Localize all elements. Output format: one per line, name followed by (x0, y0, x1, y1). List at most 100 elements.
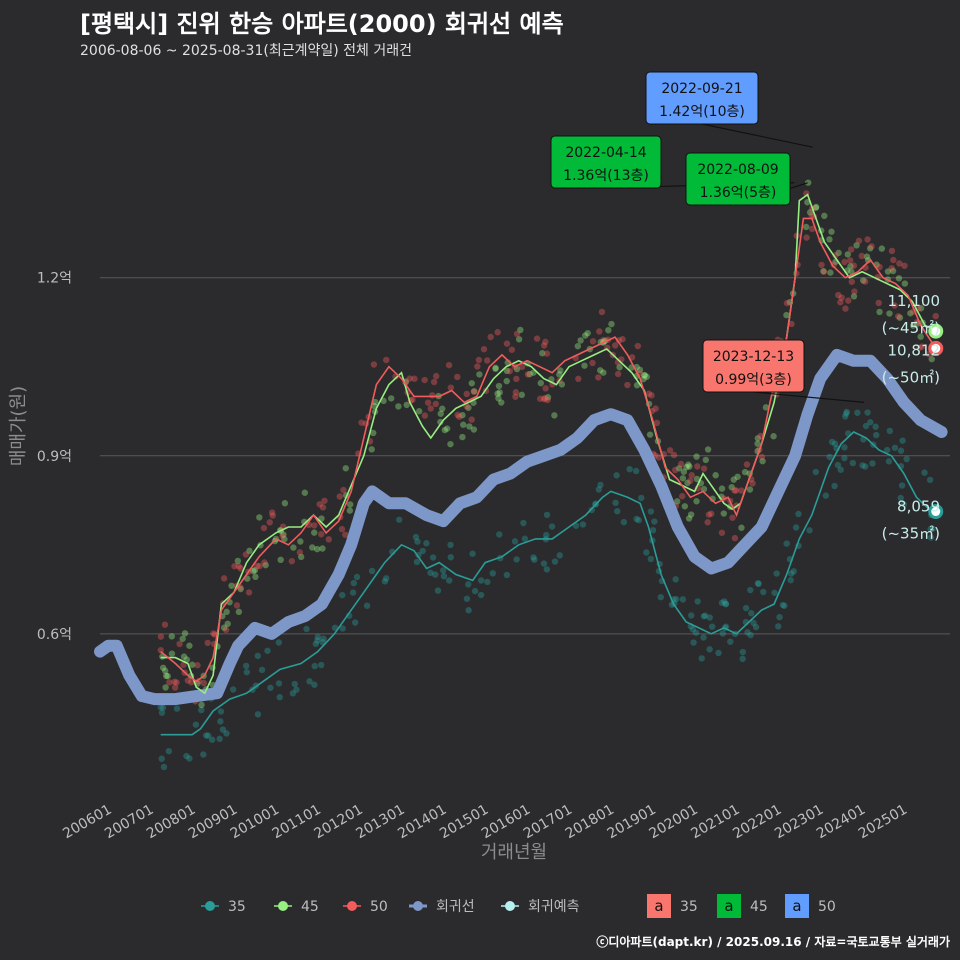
callout-date: 2022-09-21 (661, 81, 742, 97)
scatter-point-45 (415, 408, 423, 415)
scatter-point-45 (584, 329, 591, 337)
scatter-point-45 (183, 656, 191, 663)
scatter-point-45 (859, 277, 867, 284)
scatter-point-50 (336, 493, 343, 500)
scatter-point-35 (700, 613, 707, 620)
scatter-point-50 (171, 678, 178, 686)
scatter-point-35 (320, 635, 327, 642)
scatter-point-35 (264, 647, 271, 654)
scatter-point-50 (200, 679, 207, 687)
scatter-point-45 (297, 538, 304, 545)
scatter-point-50 (729, 514, 736, 521)
scatter-point-45 (518, 391, 525, 399)
scatter-point-35 (192, 721, 200, 728)
scatter-point-45 (712, 472, 719, 479)
scatter-point-50 (845, 297, 852, 304)
scatter-point-35 (679, 596, 687, 603)
scatter-point-45 (641, 372, 648, 379)
scatter-point-50 (512, 393, 519, 400)
scatter-point-35 (883, 446, 891, 454)
legend-box-glyph: a (654, 897, 663, 915)
scatter-point-35 (254, 711, 262, 718)
scatter-point-45 (863, 253, 871, 260)
scatter-point-35 (748, 610, 755, 617)
scatter-point-50 (429, 392, 436, 399)
scatter-point-35 (787, 576, 794, 584)
scatter-point-45 (616, 364, 623, 371)
scatter-point-45 (759, 457, 766, 465)
scatter-point-45 (437, 418, 444, 426)
callout-price: 1.36억(13층) (563, 168, 649, 184)
scatter-point-45 (835, 249, 842, 257)
end-label-unit: (~45㎡) (882, 319, 940, 337)
end-marker-45 (928, 323, 944, 339)
scatter-point-45 (181, 630, 189, 637)
scatter-point-35 (719, 630, 726, 637)
scatter-point-35 (363, 602, 371, 609)
legend-box-45 (717, 894, 741, 918)
scatter-point-45 (643, 373, 651, 380)
scatter-point-45 (179, 635, 186, 642)
legend-box-50 (785, 894, 809, 918)
scatter-point-45 (459, 411, 466, 419)
scatter-point-35 (790, 568, 797, 575)
scatter-point-50 (157, 633, 165, 640)
scatter-point-50 (370, 361, 378, 368)
scatter-point-45 (388, 395, 395, 402)
scatter-point-35 (647, 555, 655, 563)
scatter-point-45 (734, 473, 741, 480)
scatter-point-35 (158, 709, 166, 716)
legend-box-35 (647, 894, 671, 918)
scatter-point-50 (157, 647, 164, 654)
y-tick-label: 1.2억 (37, 271, 72, 287)
scatter-point-50 (803, 234, 810, 241)
scatter-point-50 (512, 389, 520, 396)
scatter-point-35 (165, 747, 173, 755)
scatter-point-35 (349, 589, 357, 596)
scatter-point-50 (536, 395, 544, 402)
legend-label: 회귀예측 (528, 899, 580, 915)
scatter-point-35 (395, 516, 403, 523)
scatter-point-45 (917, 305, 925, 312)
scatter-point-50 (838, 294, 845, 301)
scatter-point-50 (542, 338, 549, 346)
scatter-point-35 (897, 447, 905, 454)
scatter-point-35 (706, 614, 713, 621)
scatter-point-35 (708, 623, 716, 630)
scatter-point-35 (613, 472, 620, 479)
scatter-point-35 (864, 409, 871, 416)
scatter-point-50 (850, 262, 858, 269)
scatter-point-35 (841, 413, 849, 420)
scatter-point-35 (414, 538, 421, 545)
scatter-point-45 (495, 382, 503, 390)
scatter-point-35 (722, 600, 730, 608)
scatter-point-50 (731, 487, 738, 494)
scatter-point-50 (454, 373, 461, 381)
scatter-point-50 (543, 350, 551, 357)
scatter-point-45 (443, 425, 451, 432)
scatter-point-35 (862, 463, 869, 470)
scatter-point-50 (704, 519, 711, 526)
scatter-point-35 (314, 633, 322, 641)
scatter-point-45 (895, 275, 903, 282)
scatter-point-35 (520, 519, 527, 527)
scatter-point-45 (346, 507, 354, 514)
scatter-point-45 (250, 567, 257, 575)
scatter-point-50 (430, 378, 438, 386)
legend-label: 35 (228, 899, 246, 915)
scatter-point-35 (903, 455, 910, 463)
x-axis-title: 거래년월 (481, 842, 547, 863)
scatter-point-45 (498, 399, 505, 406)
scatter-point-45 (762, 404, 770, 411)
callouts: 2022-09-21 1.42억(10층) 2022-04-14 1.36억(13층)… (550, 71, 865, 403)
scatter-point-45 (866, 245, 874, 252)
scatter-point-45 (163, 672, 170, 680)
scatter-point-50 (888, 247, 896, 255)
scatter-point-50 (868, 243, 875, 250)
scatter-point-35 (158, 755, 165, 762)
scatter-point-50 (506, 367, 513, 375)
scatter-point-35 (849, 459, 857, 467)
scatter-point-45 (896, 314, 904, 321)
scatter-point-35 (353, 573, 361, 581)
scatter-point-50 (194, 662, 201, 669)
